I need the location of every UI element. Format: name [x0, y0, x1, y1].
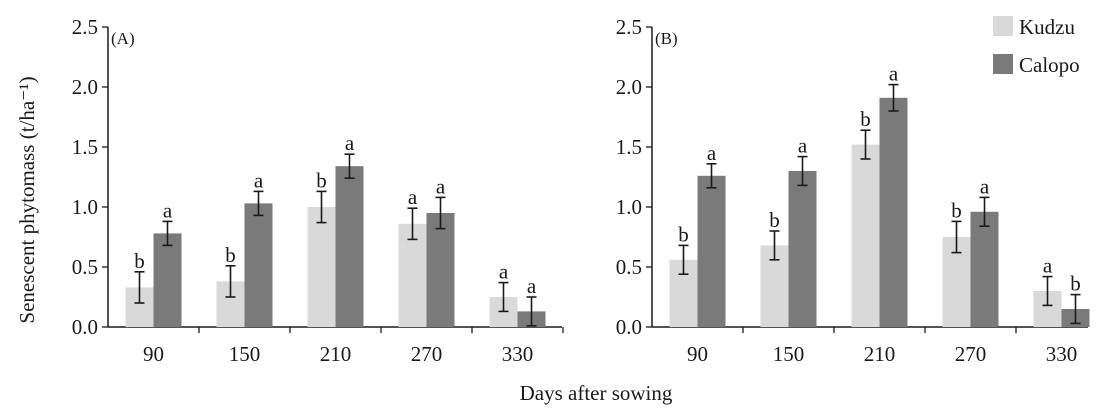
significance-letter: b [678, 222, 689, 246]
y-tick-label: 1.5 [616, 135, 642, 159]
significance-letter: a [798, 134, 808, 158]
x-tick-label: 330 [502, 342, 534, 366]
x-tick-label: 150 [229, 342, 261, 366]
significance-letter: a [980, 174, 990, 198]
y-tick-label: 1.0 [72, 195, 98, 219]
bar-calopo [244, 203, 273, 327]
y-tick-label: 1.0 [616, 195, 642, 219]
legend-label-kudzu: Kudzu [1019, 15, 1075, 39]
bar-calopo [426, 213, 455, 327]
panel-b: 0.00.51.01.52.02.5 (B)90ba150ba210ba270ba… [616, 15, 1090, 366]
x-tick-label: 210 [320, 342, 352, 366]
y-tick-label: 2.0 [616, 75, 642, 99]
significance-letter: a [889, 62, 899, 86]
significance-letter: a [254, 168, 264, 192]
x-axis-title: Days after sowing [520, 381, 673, 405]
significance-letter: a [707, 141, 717, 165]
significance-letter: a [163, 198, 173, 222]
x-tick-label: 90 [687, 342, 708, 366]
significance-letter: a [436, 174, 446, 198]
y-tick-label: 0.0 [72, 315, 98, 339]
x-tick-label: 90 [143, 342, 164, 366]
y-tick-label: 0.5 [72, 255, 98, 279]
significance-letter: a [499, 260, 509, 284]
significance-letter: b [134, 249, 145, 273]
legend-label-calopo: Calopo [1019, 53, 1080, 77]
y-tick-label: 1.5 [72, 135, 98, 159]
y-tick-label: 2.0 [72, 75, 98, 99]
y-tick-label: 2.5 [72, 15, 98, 39]
significance-letter: a [1043, 254, 1053, 278]
panel-label: (B) [655, 29, 678, 48]
bar-calopo [153, 233, 182, 327]
significance-letter: b [225, 243, 236, 267]
legend-swatch-kudzu [993, 16, 1013, 36]
legend: Kudzu Calopo [993, 15, 1080, 77]
x-tick-label: 210 [864, 342, 896, 366]
significance-letter: b [860, 107, 871, 131]
legend-swatch-calopo [993, 54, 1013, 74]
significance-letter: b [1070, 272, 1081, 296]
significance-letter: b [769, 208, 780, 232]
bar-calopo [879, 97, 908, 327]
bar-calopo [970, 211, 999, 327]
significance-letter: a [527, 274, 537, 298]
significance-letter: a [408, 185, 418, 209]
significance-letter: b [951, 198, 962, 222]
x-tick-label: 150 [773, 342, 805, 366]
y-tick-label: 2.5 [616, 15, 642, 39]
bar-calopo [697, 175, 726, 327]
y-axis-title: Senescent phytomass (t/ha⁻¹) [15, 76, 39, 323]
x-tick-label: 270 [955, 342, 987, 366]
bar-calopo [788, 171, 817, 327]
x-tick-label: 270 [411, 342, 443, 366]
bar-kudzu [851, 144, 880, 327]
y-tick-label: 0.0 [616, 315, 642, 339]
y-tick-label: 0.5 [616, 255, 642, 279]
bar-kudzu [307, 207, 336, 327]
panel-label: (A) [111, 29, 135, 48]
significance-letter: a [345, 131, 355, 155]
bar-calopo [335, 166, 364, 327]
bar-kudzu [398, 223, 427, 327]
significance-letter: b [316, 168, 327, 192]
x-tick-label: 330 [1046, 342, 1078, 366]
